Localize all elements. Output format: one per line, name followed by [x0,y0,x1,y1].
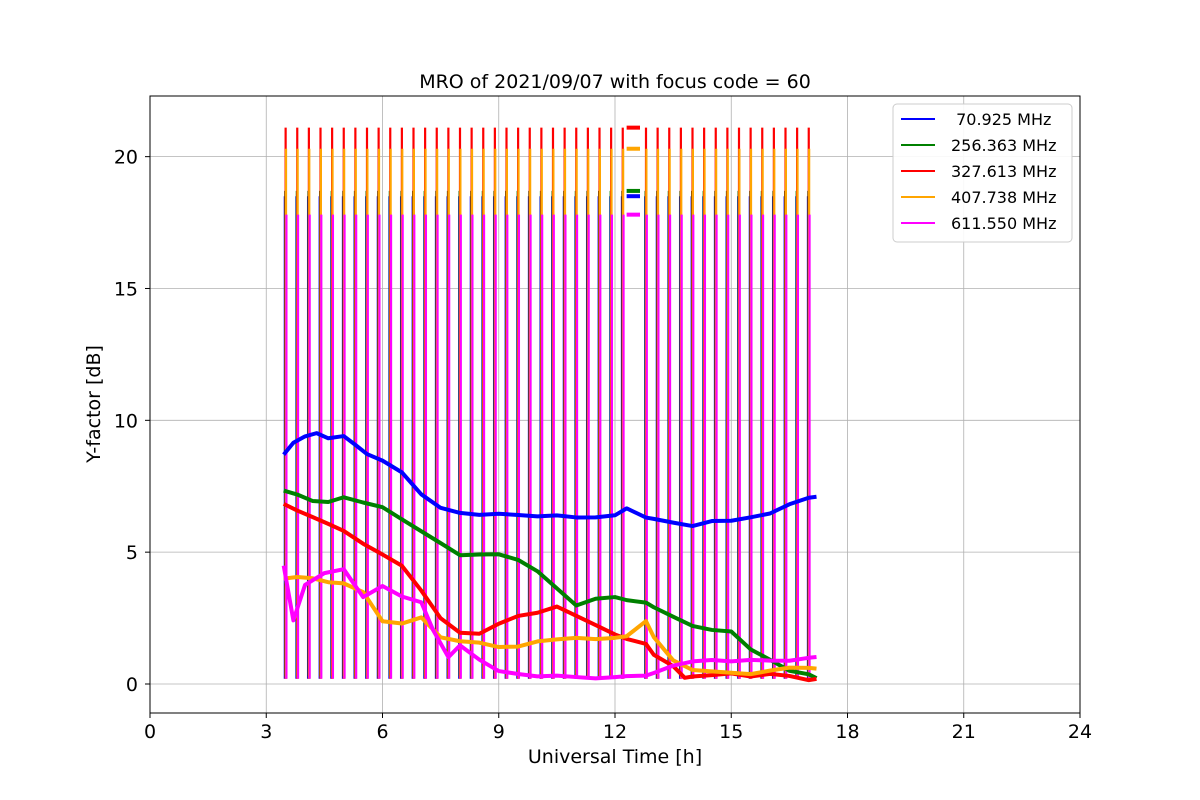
x-tick-label: 0 [144,721,156,743]
series-lines [281,431,818,683]
x-tick-label: 24 [1068,721,1092,743]
series-line-4 [281,565,817,681]
x-tick-label: 6 [376,721,388,743]
series-line-3 [283,575,817,677]
y-tick-label: 0 [126,674,138,696]
y-tick-label: 10 [114,410,138,432]
x-axis-ticks: 0 3 6 9 12 15 18 21 24 [144,713,1092,743]
chart-title: MRO of 2021/09/07 with focus code = 60 [419,71,811,93]
legend-entry: 611.550 MHz [951,214,1056,233]
x-tick-label: 15 [719,721,743,743]
y-tick-label: 20 [114,147,138,169]
x-tick-label: 3 [260,721,272,743]
legend-entry: 70.925 MHz [951,110,1051,129]
legend-entry: 327.613 MHz [951,162,1056,181]
legend: 70.925 MHz 256.363 MHz 327.613 MHz 407.738 … [892,103,1073,243]
y-axis-ticks: 0 5 10 15 20 [114,147,150,696]
series-line-1 [283,488,818,680]
x-tick-label: 18 [835,721,859,743]
legend-box [892,103,1073,243]
legend-entry: 407.738 MHz [951,188,1056,207]
y-axis-label: Y-factor [dB] [83,345,105,464]
y-tick-label: 5 [126,542,138,564]
calibration-spikes [283,125,811,679]
x-tick-label: 12 [603,721,627,743]
spikes-series-4 [285,212,811,679]
series-line-0 [282,431,817,529]
x-axis-label: Universal Time [h] [528,746,702,768]
legend-entry: 256.363 MHz [951,136,1056,155]
y-tick-label: 15 [114,278,138,300]
x-tick-label: 9 [493,721,505,743]
x-tick-label: 21 [952,721,976,743]
